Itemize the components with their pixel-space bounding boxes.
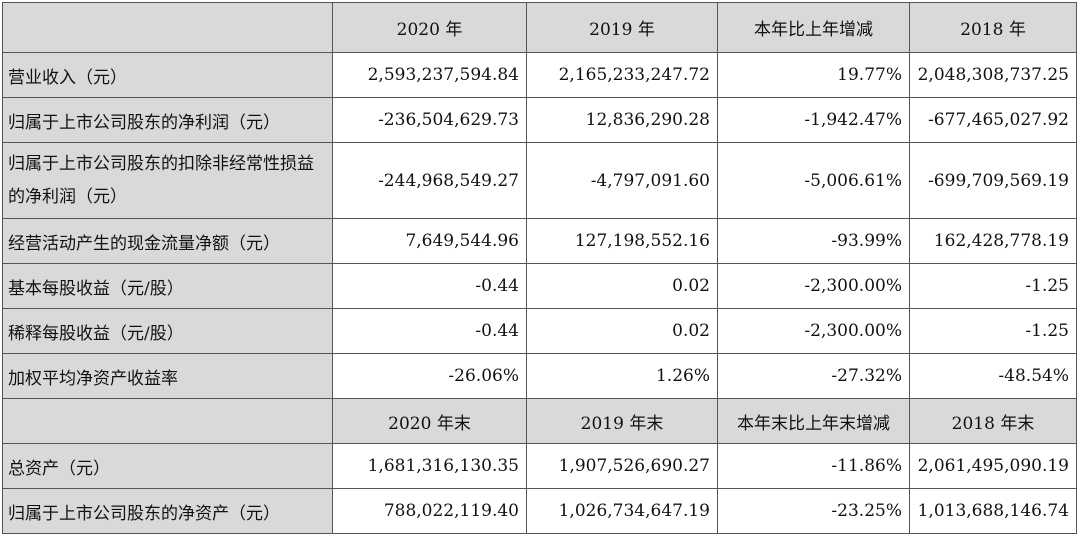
header-2019-year-end: 2019 年末	[526, 398, 718, 444]
cell-value: -27.32%	[717, 353, 910, 399]
row-label-net-profit: 归属于上市公司股东的净利润（元）	[2, 97, 333, 143]
cell-value: -1.25	[909, 263, 1077, 309]
cell-value: 2,048,308,737.25	[909, 52, 1077, 98]
table-row: 加权平均净资产收益率 -26.06% 1.26% -27.32% -48.54%	[2, 353, 1077, 399]
table-row: 营业收入（元） 2,593,237,594.84 2,165,233,247.7…	[2, 52, 1077, 98]
cell-value: 2,593,237,594.84	[332, 52, 527, 98]
cell-value: -2,300.00%	[717, 263, 910, 309]
cell-value: -677,465,027.92	[909, 97, 1077, 143]
cell-value: -0.44	[332, 263, 527, 309]
cell-value: 19.77%	[717, 52, 910, 98]
table-row: 归属于上市公司股东的净利润（元） -236,504,629.73 12,836,…	[2, 97, 1077, 143]
row-label-basic-eps: 基本每股收益（元/股）	[2, 263, 333, 309]
cell-value: -244,968,549.27	[332, 142, 527, 219]
header-2018: 2018 年	[909, 2, 1077, 53]
header-yoy-change: 本年比上年增减	[717, 2, 910, 53]
cell-value: -11.86%	[717, 443, 910, 489]
row-label-total-assets: 总资产（元）	[2, 443, 333, 489]
cell-value: 12,836,290.28	[526, 97, 718, 143]
cell-value: -1.25	[909, 308, 1077, 354]
cell-value: 1,013,688,146.74	[909, 488, 1077, 534]
header-corner-cell	[2, 2, 333, 53]
cell-value: 7,649,544.96	[332, 218, 527, 264]
row-label-net-assets: 归属于上市公司股东的净资产（元）	[2, 488, 333, 534]
cell-value: 0.02	[526, 263, 718, 309]
row-label-weighted-roe: 加权平均净资产收益率	[2, 353, 333, 399]
cell-value: 2,165,233,247.72	[526, 52, 718, 98]
row-label-net-profit-excl-nonrecurring: 归属于上市公司股东的扣除非经常性损益的净利润（元）	[2, 142, 333, 219]
cell-value: 1.26%	[526, 353, 718, 399]
header-2020: 2020 年	[332, 2, 527, 53]
cell-value: 1,026,734,647.19	[526, 488, 718, 534]
header-row-annual: 2020 年 2019 年 本年比上年增减 2018 年	[2, 2, 1077, 53]
row-label-operating-cash-flow: 经营活动产生的现金流量净额（元）	[2, 218, 333, 264]
cell-value: -5,006.61%	[717, 142, 910, 219]
row-label-revenue: 营业收入（元）	[2, 52, 333, 98]
table-row: 稀释每股收益（元/股） -0.44 0.02 -2,300.00% -1.25	[2, 308, 1077, 354]
header-row-year-end: 2020 年末 2019 年末 本年末比上年末增减 2018 年末	[2, 398, 1077, 444]
header-2020-year-end: 2020 年末	[332, 398, 527, 444]
cell-value: 162,428,778.19	[909, 218, 1077, 264]
header-2019: 2019 年	[526, 2, 718, 53]
cell-value: 2,061,495,090.19	[909, 443, 1077, 489]
header-2018-year-end: 2018 年末	[909, 398, 1077, 444]
table-row: 归属于上市公司股东的净资产（元） 788,022,119.40 1,026,73…	[2, 488, 1077, 534]
financial-data-table: 2020 年 2019 年 本年比上年增减 2018 年 营业收入（元） 2,5…	[2, 2, 1077, 534]
cell-value: -4,797,091.60	[526, 142, 718, 219]
cell-value: 1,681,316,130.35	[332, 443, 527, 489]
cell-value: -699,709,569.19	[909, 142, 1077, 219]
cell-value: -0.44	[332, 308, 527, 354]
table-row: 总资产（元） 1,681,316,130.35 1,907,526,690.27…	[2, 443, 1077, 489]
cell-value: -236,504,629.73	[332, 97, 527, 143]
cell-value: -93.99%	[717, 218, 910, 264]
header-corner-cell	[2, 398, 333, 444]
cell-value: -2,300.00%	[717, 308, 910, 354]
cell-value: 127,198,552.16	[526, 218, 718, 264]
cell-value: -23.25%	[717, 488, 910, 534]
cell-value: -48.54%	[909, 353, 1077, 399]
row-label-diluted-eps: 稀释每股收益（元/股）	[2, 308, 333, 354]
cell-value: -1,942.47%	[717, 97, 910, 143]
table-row: 基本每股收益（元/股） -0.44 0.02 -2,300.00% -1.25	[2, 263, 1077, 309]
header-year-end-change: 本年末比上年末增减	[717, 398, 910, 444]
cell-value: 0.02	[526, 308, 718, 354]
cell-value: 1,907,526,690.27	[526, 443, 718, 489]
table-row: 经营活动产生的现金流量净额（元） 7,649,544.96 127,198,55…	[2, 218, 1077, 264]
cell-value: 788,022,119.40	[332, 488, 527, 534]
table-row: 归属于上市公司股东的扣除非经常性损益的净利润（元） -244,968,549.2…	[2, 142, 1077, 219]
cell-value: -26.06%	[332, 353, 527, 399]
